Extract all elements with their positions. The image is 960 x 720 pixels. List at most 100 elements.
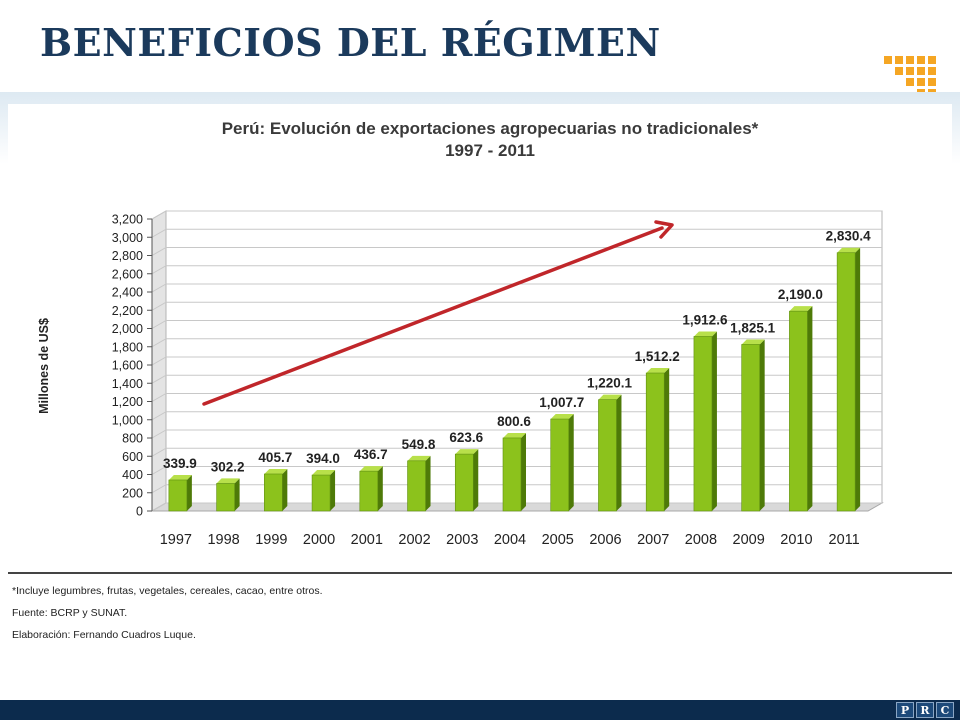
- x-tick-label: 2011: [829, 532, 860, 548]
- bar-value-label: 1,220.1: [587, 376, 633, 391]
- y-tick-label: 200: [122, 486, 143, 500]
- bar-side: [186, 474, 192, 511]
- x-tick-label: 1998: [207, 532, 239, 548]
- gridline: [151, 320, 882, 329]
- bar-side: [855, 247, 861, 511]
- bar-value-label: 800.6: [497, 414, 531, 429]
- bar-top: [598, 394, 622, 400]
- gridline: [151, 411, 882, 421]
- bar-side: [711, 331, 717, 511]
- gridline: [151, 265, 882, 275]
- bar-value-label: 394.0: [306, 451, 340, 466]
- bar: [168, 479, 188, 512]
- bar-side: [234, 478, 240, 511]
- bar-side: [473, 449, 479, 511]
- bar: [407, 460, 426, 512]
- bar-top: [693, 331, 717, 337]
- bar-top: [359, 466, 383, 472]
- bar-top: [216, 478, 240, 484]
- x-tick-label: 1999: [255, 532, 287, 548]
- bar-side: [759, 339, 765, 511]
- bar-top: [503, 432, 526, 438]
- footnotes: *Incluye legumbres, frutas, vegetales, c…: [12, 580, 323, 646]
- bar-side: [616, 394, 622, 511]
- x-tick-label: 2002: [398, 532, 430, 548]
- y-tick-label: 1,600: [112, 359, 143, 373]
- x-tick-label: 2005: [542, 532, 574, 548]
- footnote-source: Fuente: BCRP y SUNAT.: [12, 607, 128, 619]
- bar-side: [425, 455, 431, 511]
- gridline: [151, 447, 882, 457]
- y-tick-label: 3,200: [112, 213, 143, 227]
- y-tick-label: 2,600: [112, 267, 143, 281]
- x-tick-label: 2006: [589, 532, 621, 548]
- x-tick-label: 2010: [780, 532, 812, 548]
- bar-value-label: 2,830.4: [826, 229, 872, 244]
- bar-value-label: 623.6: [449, 430, 483, 445]
- trend-arrow-head-icon: [654, 220, 674, 239]
- y-tick-label: 2,400: [112, 286, 143, 300]
- gridline: [151, 210, 882, 220]
- y-tick-label: 1,200: [112, 395, 143, 409]
- gridline: [151, 301, 882, 311]
- bar-side: [521, 432, 526, 511]
- footnote-includes: *Incluye legumbres, frutas, vegetales, c…: [12, 585, 323, 597]
- gridline: [151, 283, 882, 293]
- bar-side: [377, 466, 383, 511]
- chart-title: Perú: Evolución de exportaciones agropec…: [221, 119, 759, 138]
- bar-side: [282, 468, 288, 511]
- bar: [264, 473, 283, 512]
- bar: [645, 372, 665, 512]
- bar: [789, 310, 808, 512]
- bar: [598, 399, 617, 512]
- gridline: [151, 466, 882, 475]
- bar-top: [168, 474, 192, 480]
- brand-letter-r: R: [916, 702, 934, 718]
- bar: [359, 470, 379, 512]
- chart-title-block: Perú: Evolución de exportaciones agropec…: [150, 118, 830, 162]
- bar-top: [741, 339, 765, 345]
- gridline: [151, 393, 882, 402]
- bar-value-label: 1,512.2: [635, 349, 680, 364]
- bar: [550, 418, 570, 512]
- bar-side: [568, 414, 574, 511]
- trend-arrow-line: [202, 226, 664, 406]
- y-tick-label: 600: [122, 450, 143, 464]
- chart-subtitle: 1997 - 2011: [445, 141, 535, 160]
- y-tick-label: 1,400: [112, 377, 143, 391]
- x-tick-label: 2009: [733, 532, 765, 548]
- x-tick-label: 2003: [446, 532, 478, 548]
- bar-top: [550, 414, 574, 420]
- y-tick-label: 2,000: [112, 322, 143, 336]
- y-tick-label: 2,800: [112, 249, 143, 263]
- brand-letter-p: P: [896, 702, 914, 718]
- bar: [502, 437, 522, 512]
- x-tick-label: 2008: [685, 532, 717, 548]
- y-axis-label: Millones de US$: [37, 318, 51, 414]
- brand-logo-icon: [884, 56, 936, 97]
- bar-value-label: 339.9: [163, 456, 197, 471]
- y-tick-label: 3,000: [112, 231, 143, 245]
- bar: [741, 344, 760, 512]
- gridline: [151, 356, 882, 366]
- bar-value-label: 1,912.6: [682, 312, 728, 327]
- x-tick-label: 2007: [637, 532, 669, 548]
- bar-top: [789, 306, 813, 312]
- bar-top: [407, 455, 431, 461]
- gridline: [151, 429, 882, 439]
- footnote-divider: [8, 572, 952, 574]
- bar-top: [264, 468, 288, 474]
- bar: [693, 336, 713, 512]
- bar: [454, 453, 474, 512]
- bar: [311, 474, 331, 512]
- slide-title: BENEFICIOS DEL RÉGIMEN: [40, 20, 661, 65]
- bar: [216, 483, 235, 512]
- gridline: [151, 502, 882, 512]
- bar-value-label: 302.2: [211, 459, 245, 474]
- bar-value-label: 436.7: [354, 447, 388, 462]
- gridline: [151, 338, 882, 348]
- bar-top: [312, 470, 336, 476]
- y-tick-label: 1,800: [112, 340, 143, 354]
- bar-value-label: 2,190.0: [778, 287, 823, 302]
